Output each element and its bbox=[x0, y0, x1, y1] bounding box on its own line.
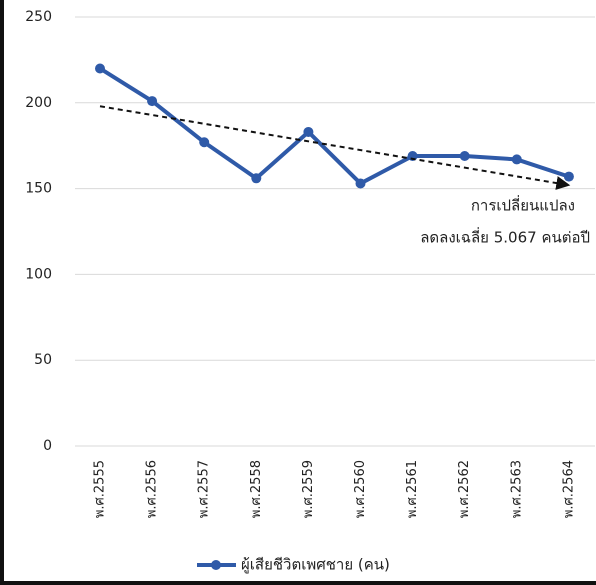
data-point bbox=[251, 173, 262, 184]
y-tick-label: 50 bbox=[34, 352, 52, 368]
y-tick-label: 0 bbox=[43, 438, 52, 454]
data-point bbox=[355, 178, 366, 189]
x-tick-label: พ.ศ.2564 bbox=[561, 460, 576, 518]
data-point bbox=[303, 126, 314, 137]
data-point bbox=[459, 150, 470, 161]
y-tick-label: 200 bbox=[25, 95, 52, 111]
x-tick-label: พ.ศ.2557 bbox=[197, 460, 212, 518]
data-point bbox=[147, 96, 158, 107]
x-tick-label: พ.ศ.2556 bbox=[145, 460, 160, 518]
x-tick-label: พ.ศ.2562 bbox=[457, 460, 472, 518]
y-tick-label: 100 bbox=[25, 266, 52, 282]
data-point bbox=[563, 171, 574, 182]
x-tick-label: พ.ศ.2558 bbox=[249, 460, 264, 518]
x-tick-label: พ.ศ.2555 bbox=[93, 460, 108, 518]
data-point bbox=[511, 154, 522, 165]
data-point bbox=[199, 137, 210, 148]
annotation: ลดลงเฉลี่ย 5.067 คนต่อปี bbox=[420, 227, 590, 247]
annotation: การเปลี่ยนแปลง bbox=[471, 195, 575, 215]
data-point bbox=[95, 63, 105, 74]
series-line bbox=[98, 66, 570, 186]
legend-marker bbox=[211, 560, 221, 570]
x-tick-label: พ.ศ.2559 bbox=[301, 460, 316, 518]
x-tick-label: พ.ศ.2563 bbox=[509, 460, 524, 518]
x-tick-label: พ.ศ.2560 bbox=[353, 460, 368, 518]
y-tick-label: 250 bbox=[25, 9, 52, 25]
x-tick-label: พ.ศ.2561 bbox=[405, 460, 420, 518]
trend-line bbox=[99, 105, 571, 190]
legend-label: ผู้เสียชีวิตเพศชาย (คน) bbox=[241, 556, 390, 574]
y-tick-label: 150 bbox=[25, 181, 52, 197]
